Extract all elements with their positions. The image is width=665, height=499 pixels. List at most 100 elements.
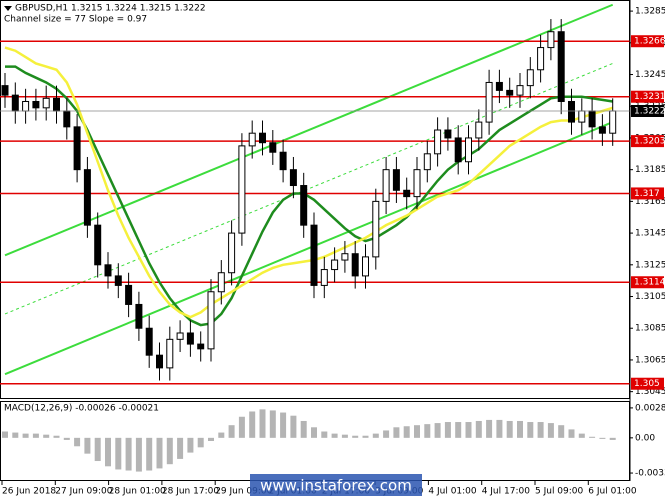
macd-bar xyxy=(465,422,472,438)
candle-body xyxy=(598,126,606,134)
macd-bar xyxy=(568,429,575,438)
macd-bar xyxy=(115,437,122,470)
macd-bar xyxy=(331,433,338,438)
macd-bar xyxy=(63,437,70,440)
candle-body xyxy=(485,81,493,123)
candle-body xyxy=(104,264,112,277)
candle-body xyxy=(125,284,133,305)
macd-bar xyxy=(527,422,534,438)
candle-body xyxy=(248,132,256,147)
candle-body xyxy=(156,354,163,369)
y-tick-label: -0.00334 xyxy=(635,469,665,479)
macd-bar xyxy=(228,425,235,438)
macd-bar xyxy=(94,437,101,462)
moving-average xyxy=(5,65,613,327)
candle-body xyxy=(42,97,50,109)
candle-body xyxy=(413,169,421,198)
level-tag xyxy=(631,90,664,103)
channel-upper xyxy=(4,3,614,257)
level-tag xyxy=(631,187,664,200)
macd-bar xyxy=(496,419,503,438)
candle-body xyxy=(331,259,339,271)
candle-body xyxy=(526,69,534,87)
y-tick-label: 1.3285 xyxy=(635,7,665,17)
candle-body xyxy=(403,189,411,198)
y-tick-label: 1.3245 xyxy=(635,70,665,80)
y-tick-label: 1.3145 xyxy=(635,229,665,239)
macd-bar xyxy=(393,427,400,438)
macd-bar xyxy=(455,422,462,438)
candle-body xyxy=(166,338,174,369)
candle-body xyxy=(279,151,287,171)
candle-body xyxy=(217,272,225,293)
level-tag xyxy=(631,377,664,390)
macd-bar xyxy=(280,412,287,438)
candle-body xyxy=(228,232,236,274)
macd-bar xyxy=(105,437,111,467)
macd-bar xyxy=(84,437,91,454)
macd-bar xyxy=(238,416,245,438)
candle-body xyxy=(568,100,575,123)
macd-bar xyxy=(589,436,596,438)
macd-bar xyxy=(12,432,19,438)
macd-bar xyxy=(22,433,29,438)
x-tick-label: 27 Jun 09:00 xyxy=(55,487,112,497)
candle-body xyxy=(289,169,297,187)
candle-body xyxy=(94,224,102,266)
candle-body xyxy=(145,327,153,356)
candle-body xyxy=(506,89,514,96)
macd-bar xyxy=(125,437,132,471)
candle-body xyxy=(114,275,122,286)
candle-body xyxy=(341,253,349,261)
level-tag xyxy=(631,276,664,289)
macd-bar xyxy=(208,437,214,441)
header-icon xyxy=(4,6,12,11)
level-label: 1.305 xyxy=(634,379,660,389)
macd-bar xyxy=(259,409,266,438)
macd-bar xyxy=(424,424,431,438)
macd-bar xyxy=(372,433,379,438)
macd-bar xyxy=(146,437,153,471)
level-label: 1.3203 xyxy=(634,137,665,147)
candle-body xyxy=(207,291,215,350)
macd-bar xyxy=(506,420,513,438)
level-tag xyxy=(631,35,664,48)
macd-bar xyxy=(486,419,493,438)
candle-body xyxy=(475,121,483,139)
candle-body xyxy=(444,129,452,139)
macd-bar xyxy=(362,435,369,438)
macd-bar xyxy=(558,425,565,438)
macd-bar xyxy=(321,431,328,438)
macd-bar xyxy=(599,437,606,439)
candle-body xyxy=(495,81,503,91)
x-tick-label: 26 Jun 2018 xyxy=(2,487,56,497)
level-tag xyxy=(631,135,664,148)
macd-bar xyxy=(517,420,523,438)
candle-body xyxy=(135,303,143,329)
macd-bar xyxy=(197,437,204,448)
y-tick-label: 0.00 xyxy=(635,433,655,443)
level-label: 1.3266 xyxy=(634,37,665,47)
macd-bar xyxy=(414,425,420,438)
macd-bar xyxy=(53,435,60,438)
y-tick-label: 1.3125 xyxy=(635,260,665,270)
candle-body xyxy=(372,200,380,258)
candle-body xyxy=(351,253,359,277)
macd-bar xyxy=(537,422,544,438)
macd-bar xyxy=(300,420,307,438)
macd-bar xyxy=(311,427,317,438)
y-tick-label: 1.3165 xyxy=(635,197,665,207)
candle-body xyxy=(1,85,9,96)
candle-body xyxy=(238,145,246,234)
macd-bar xyxy=(2,431,8,438)
macd-bar xyxy=(187,437,194,453)
y-tick-label: 1.3185 xyxy=(635,165,665,175)
candle-body xyxy=(454,137,462,163)
candle-body xyxy=(32,100,40,109)
y-tick-label: 1.3065 xyxy=(635,355,665,365)
macd-bar xyxy=(383,430,390,438)
macd-bar xyxy=(74,437,81,447)
macd-bar xyxy=(403,426,410,438)
level-label: 1.317 xyxy=(634,189,660,199)
macd-bar xyxy=(177,437,184,459)
